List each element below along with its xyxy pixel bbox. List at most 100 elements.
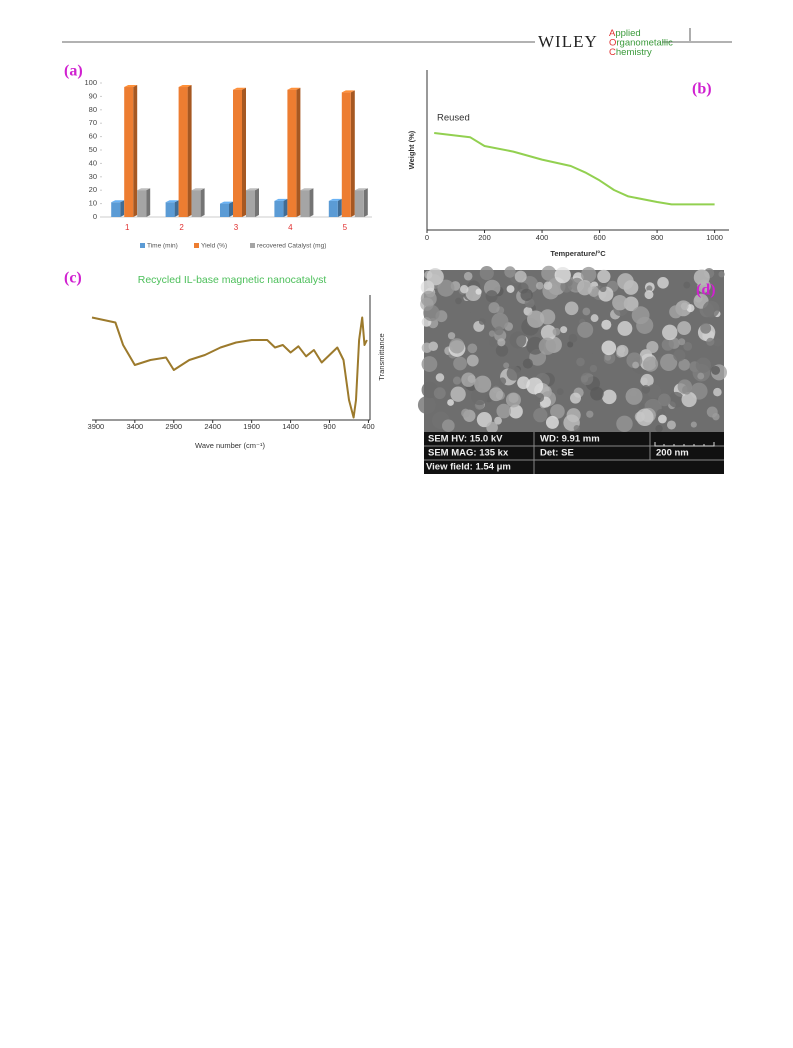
x-tick-label: 3 — [234, 223, 239, 232]
sem-grain — [485, 290, 498, 303]
sem-grain — [631, 306, 650, 325]
sem-grain — [597, 269, 611, 284]
panel-label: (a) — [64, 63, 83, 80]
y-tick-label: 40 — [89, 158, 97, 167]
sem-grain — [554, 266, 571, 284]
journal-line: Chemistry — [609, 47, 652, 58]
x-tick-label: 1400 — [282, 422, 299, 431]
sem-grain — [479, 266, 494, 281]
sem-info: SEM MAG: 135 kx — [428, 448, 509, 459]
bar-top — [287, 87, 301, 90]
bar-side — [174, 200, 179, 217]
sem-grain — [669, 305, 683, 319]
sem-grain — [534, 392, 545, 403]
sem-grain — [540, 324, 557, 341]
sem-grain — [711, 365, 721, 375]
sem-grain — [461, 372, 476, 387]
sem-grain — [533, 407, 548, 423]
x-tick-label: 2400 — [204, 422, 221, 431]
bar — [274, 200, 284, 217]
sem-grain — [478, 318, 486, 325]
bar-top — [274, 198, 288, 201]
sem-grain — [589, 364, 598, 373]
sem-grain — [586, 410, 594, 418]
x-tick-label: 3900 — [88, 422, 105, 431]
sem-grain — [616, 344, 629, 358]
sem-grain — [576, 357, 585, 367]
sem-grain — [463, 271, 473, 281]
x-tick-label: 2 — [179, 223, 184, 232]
sem-grain — [488, 330, 496, 337]
sem-grain — [617, 273, 634, 290]
sem-grain — [467, 343, 478, 354]
sem-grain — [697, 279, 711, 293]
bar-top — [354, 188, 368, 191]
sem-grain — [447, 399, 454, 406]
sem-grain — [503, 362, 510, 369]
sem-grain — [567, 341, 574, 348]
bar-side — [187, 85, 192, 218]
y-tick-label: 10 — [89, 199, 97, 208]
sem-grain — [421, 342, 433, 353]
sem-grain — [489, 387, 504, 402]
bar — [165, 202, 175, 217]
x-axis-label: Temperature/°C — [550, 249, 606, 258]
bar — [233, 89, 242, 217]
sem-grain — [504, 266, 516, 278]
y-tick-label: 70 — [89, 118, 97, 127]
bar — [191, 190, 201, 217]
sem-grain — [543, 281, 553, 290]
x-tick-label: 3400 — [126, 422, 143, 431]
sem-grain — [491, 312, 509, 330]
sem-grain — [678, 338, 686, 346]
sem-grain — [420, 290, 437, 307]
sem-grain — [461, 408, 471, 418]
sem-info: WD: 9.91 mm — [540, 434, 600, 445]
bar-top — [341, 90, 355, 93]
sem-grain — [505, 392, 521, 408]
sem-grain — [469, 309, 482, 322]
bar-top — [300, 188, 314, 191]
y-tick-label: 30 — [89, 172, 97, 181]
sem-info: View field: 1.54 μm — [426, 462, 511, 473]
sem-grain — [568, 333, 578, 343]
x-tick-label: 800 — [651, 233, 664, 242]
bar-top — [124, 85, 138, 88]
sem-grain — [681, 391, 697, 408]
x-tick-label: 1 — [125, 223, 130, 232]
sem-grain — [646, 340, 659, 354]
sem-grain — [629, 389, 637, 397]
bar — [246, 190, 255, 217]
sem-grain — [713, 387, 722, 397]
panel-label: (b) — [692, 81, 712, 98]
y-tick-label: 60 — [89, 132, 97, 141]
sem-grain — [577, 279, 593, 296]
y-tick-label: 20 — [89, 185, 97, 194]
bar — [300, 190, 310, 217]
sem-grain — [535, 281, 544, 290]
x-tick-label: 200 — [478, 233, 491, 242]
sem-grain — [580, 372, 594, 386]
sem-grain — [494, 326, 504, 336]
x-axis-label: Wave number (cm⁻¹) — [195, 441, 265, 450]
y-tick-label: 90 — [89, 91, 97, 100]
sem-grain — [700, 322, 712, 334]
sem-grain — [599, 285, 607, 293]
bar-side — [120, 200, 125, 217]
sem-grain — [466, 354, 479, 367]
x-tick-label: 600 — [593, 233, 606, 242]
sem-grain — [680, 302, 689, 311]
sem-grain — [435, 373, 445, 382]
x-tick-label: 400 — [362, 422, 375, 431]
sem-grain — [666, 420, 676, 430]
sem-grain — [678, 359, 691, 371]
line-series — [434, 132, 715, 206]
sem-grain — [591, 350, 605, 364]
sem-grain — [417, 396, 436, 414]
bar-top — [165, 200, 179, 203]
x-tick-label: 900 — [323, 422, 336, 431]
bar-top — [111, 200, 125, 203]
sem-info: Det: SE — [540, 448, 574, 459]
sem-grain — [538, 337, 557, 355]
